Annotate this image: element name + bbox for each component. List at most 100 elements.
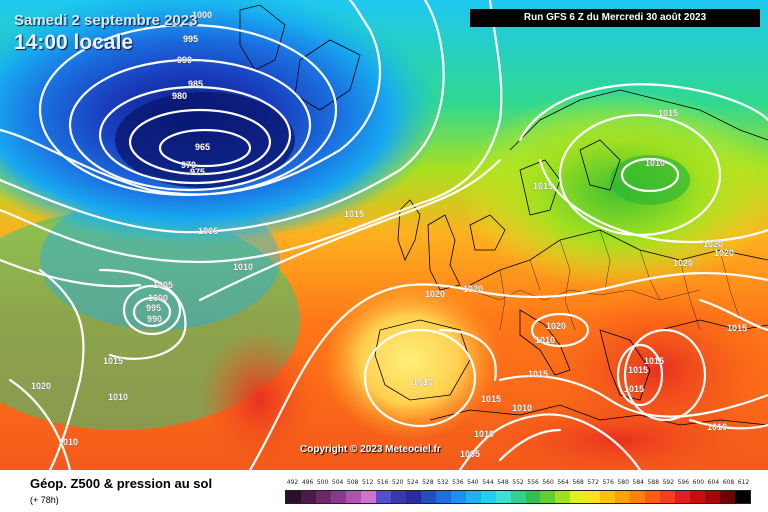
legend-label: 556 <box>527 479 539 486</box>
legend-swatch <box>420 491 436 503</box>
pressure-label: 1020 <box>714 248 734 258</box>
legend-swatch <box>315 491 331 503</box>
pressure-label: 1010 <box>512 403 532 413</box>
coastlines <box>239 4 768 426</box>
forecast-time: 14:00 locale <box>14 31 134 54</box>
legend-label: 576 <box>602 479 614 486</box>
legend-label: 504 <box>331 479 344 486</box>
pressure-label: 1015 <box>103 356 123 366</box>
pressure-label: 1015 <box>528 369 548 379</box>
legend-swatch <box>600 491 616 503</box>
pressure-label: 1015 <box>727 323 747 333</box>
copyright: Copyright © 2023 Meteociel.fr <box>300 444 441 455</box>
pressure-label: 1015 <box>533 181 553 191</box>
pressure-label: 965 <box>195 142 210 152</box>
legend-label: 596 <box>677 479 690 486</box>
pressure-label: 1010 <box>645 158 665 168</box>
pressure-label: 980 <box>172 91 187 101</box>
pressure-label: 995 <box>183 34 198 44</box>
legend-label: 552 <box>512 479 524 486</box>
pressure-label: 1020 <box>673 258 693 268</box>
legend-label: 600 <box>692 479 705 486</box>
legend-swatch <box>735 491 751 503</box>
pressure-label: 1015 <box>624 384 644 394</box>
legend-label: 612 <box>737 479 750 486</box>
pressure-label: 1010 <box>108 392 128 402</box>
pressure-label: 1020 <box>31 381 51 391</box>
pressure-label: 1010 <box>58 437 78 447</box>
legend-label: 592 <box>662 479 675 486</box>
pressure-label: 1015 <box>628 365 648 375</box>
pressure-label: 1010 <box>535 335 555 345</box>
legend-label: 572 <box>587 479 599 486</box>
legend-label: 536 <box>452 479 464 486</box>
pressure-labels: 1000 995 990 985 980 970 965 975 1005 10… <box>31 10 747 459</box>
legend-swatch <box>435 491 451 503</box>
legend-swatch <box>360 491 376 503</box>
legend-label: 564 <box>557 479 569 486</box>
legend-swatch <box>690 491 706 503</box>
map-title: Géop. Z500 & pression au sol <box>30 476 213 491</box>
legend-label: 532 <box>437 479 449 486</box>
pressure-label: 1005 <box>153 280 173 290</box>
legend-label: 568 <box>572 479 584 486</box>
legend-swatch <box>705 491 721 503</box>
legend-swatch <box>555 491 571 503</box>
pressure-label: 1010 <box>413 377 433 387</box>
run-info: Run GFS 6 Z du Mercredi 30 août 2023 <box>470 9 760 27</box>
legend-label: 580 <box>617 479 629 486</box>
footer: Géop. Z500 & pression au sol (+ 78h) 492… <box>0 470 768 512</box>
pressure-label: 1020 <box>546 321 566 331</box>
legend-label: 604 <box>707 479 720 486</box>
legend-label: 548 <box>497 479 509 486</box>
legend-swatch <box>286 491 301 503</box>
pressure-label: 1005 <box>198 226 218 236</box>
legend-label: 540 <box>467 479 479 486</box>
legend-swatch <box>570 491 586 503</box>
legend-swatch <box>345 491 361 503</box>
pressure-label: 1000 <box>148 293 168 303</box>
legend-swatch <box>390 491 406 503</box>
pressure-label: 1010 <box>474 429 494 439</box>
legend-labels: 492 496 500 504 508 512 516 520 524 528 532 536 540 5… <box>285 479 751 489</box>
legend-label: 588 <box>647 479 660 486</box>
pressure-label: 1005 <box>460 449 480 459</box>
legend-label: 512 <box>361 479 374 486</box>
pressure-label: 1020 <box>463 284 483 294</box>
pressure-label: 1015 <box>481 394 501 404</box>
pressure-label: 1015 <box>344 209 364 219</box>
legend-label: 584 <box>632 479 644 486</box>
legend-label: 520 <box>392 479 404 486</box>
isobars <box>0 0 768 470</box>
legend-swatch <box>300 491 316 503</box>
legend-swatch <box>330 491 346 503</box>
legend-label: 516 <box>376 479 389 486</box>
legend-swatch <box>480 491 496 503</box>
legend-swatch <box>525 491 541 503</box>
legend-label: 608 <box>722 479 735 486</box>
pressure-label: 990 <box>177 55 192 65</box>
pressure-label: 985 <box>188 79 203 89</box>
legend-swatch <box>585 491 601 503</box>
pressure-label: 990 <box>147 314 162 324</box>
legend-label: 528 <box>422 479 434 486</box>
pressure-label: 1020 <box>425 289 445 299</box>
legend-swatch <box>615 491 631 503</box>
legend-label: 560 <box>542 479 554 486</box>
forecast-date: Samedi 2 septembre 2023 <box>14 12 198 29</box>
legend-swatch <box>450 491 466 503</box>
map-canvas: 1000 995 990 985 980 970 965 975 1005 10… <box>0 0 768 470</box>
legend-swatch <box>630 491 646 503</box>
legend-label: 524 <box>407 479 419 486</box>
weather-map: 1000 995 990 985 980 970 965 975 1005 10… <box>0 0 768 470</box>
legend-swatch <box>675 491 691 503</box>
legend-label: 508 <box>346 479 359 486</box>
legend-swatch <box>540 491 556 503</box>
legend-label: 544 <box>482 479 494 486</box>
legend-label: 496 <box>301 479 314 486</box>
forecast-offset: (+ 78h) <box>30 495 59 505</box>
legend-swatch <box>645 491 661 503</box>
pressure-label: 975 <box>190 167 205 177</box>
legend-swatch <box>405 491 421 503</box>
legend-swatch <box>465 491 481 503</box>
